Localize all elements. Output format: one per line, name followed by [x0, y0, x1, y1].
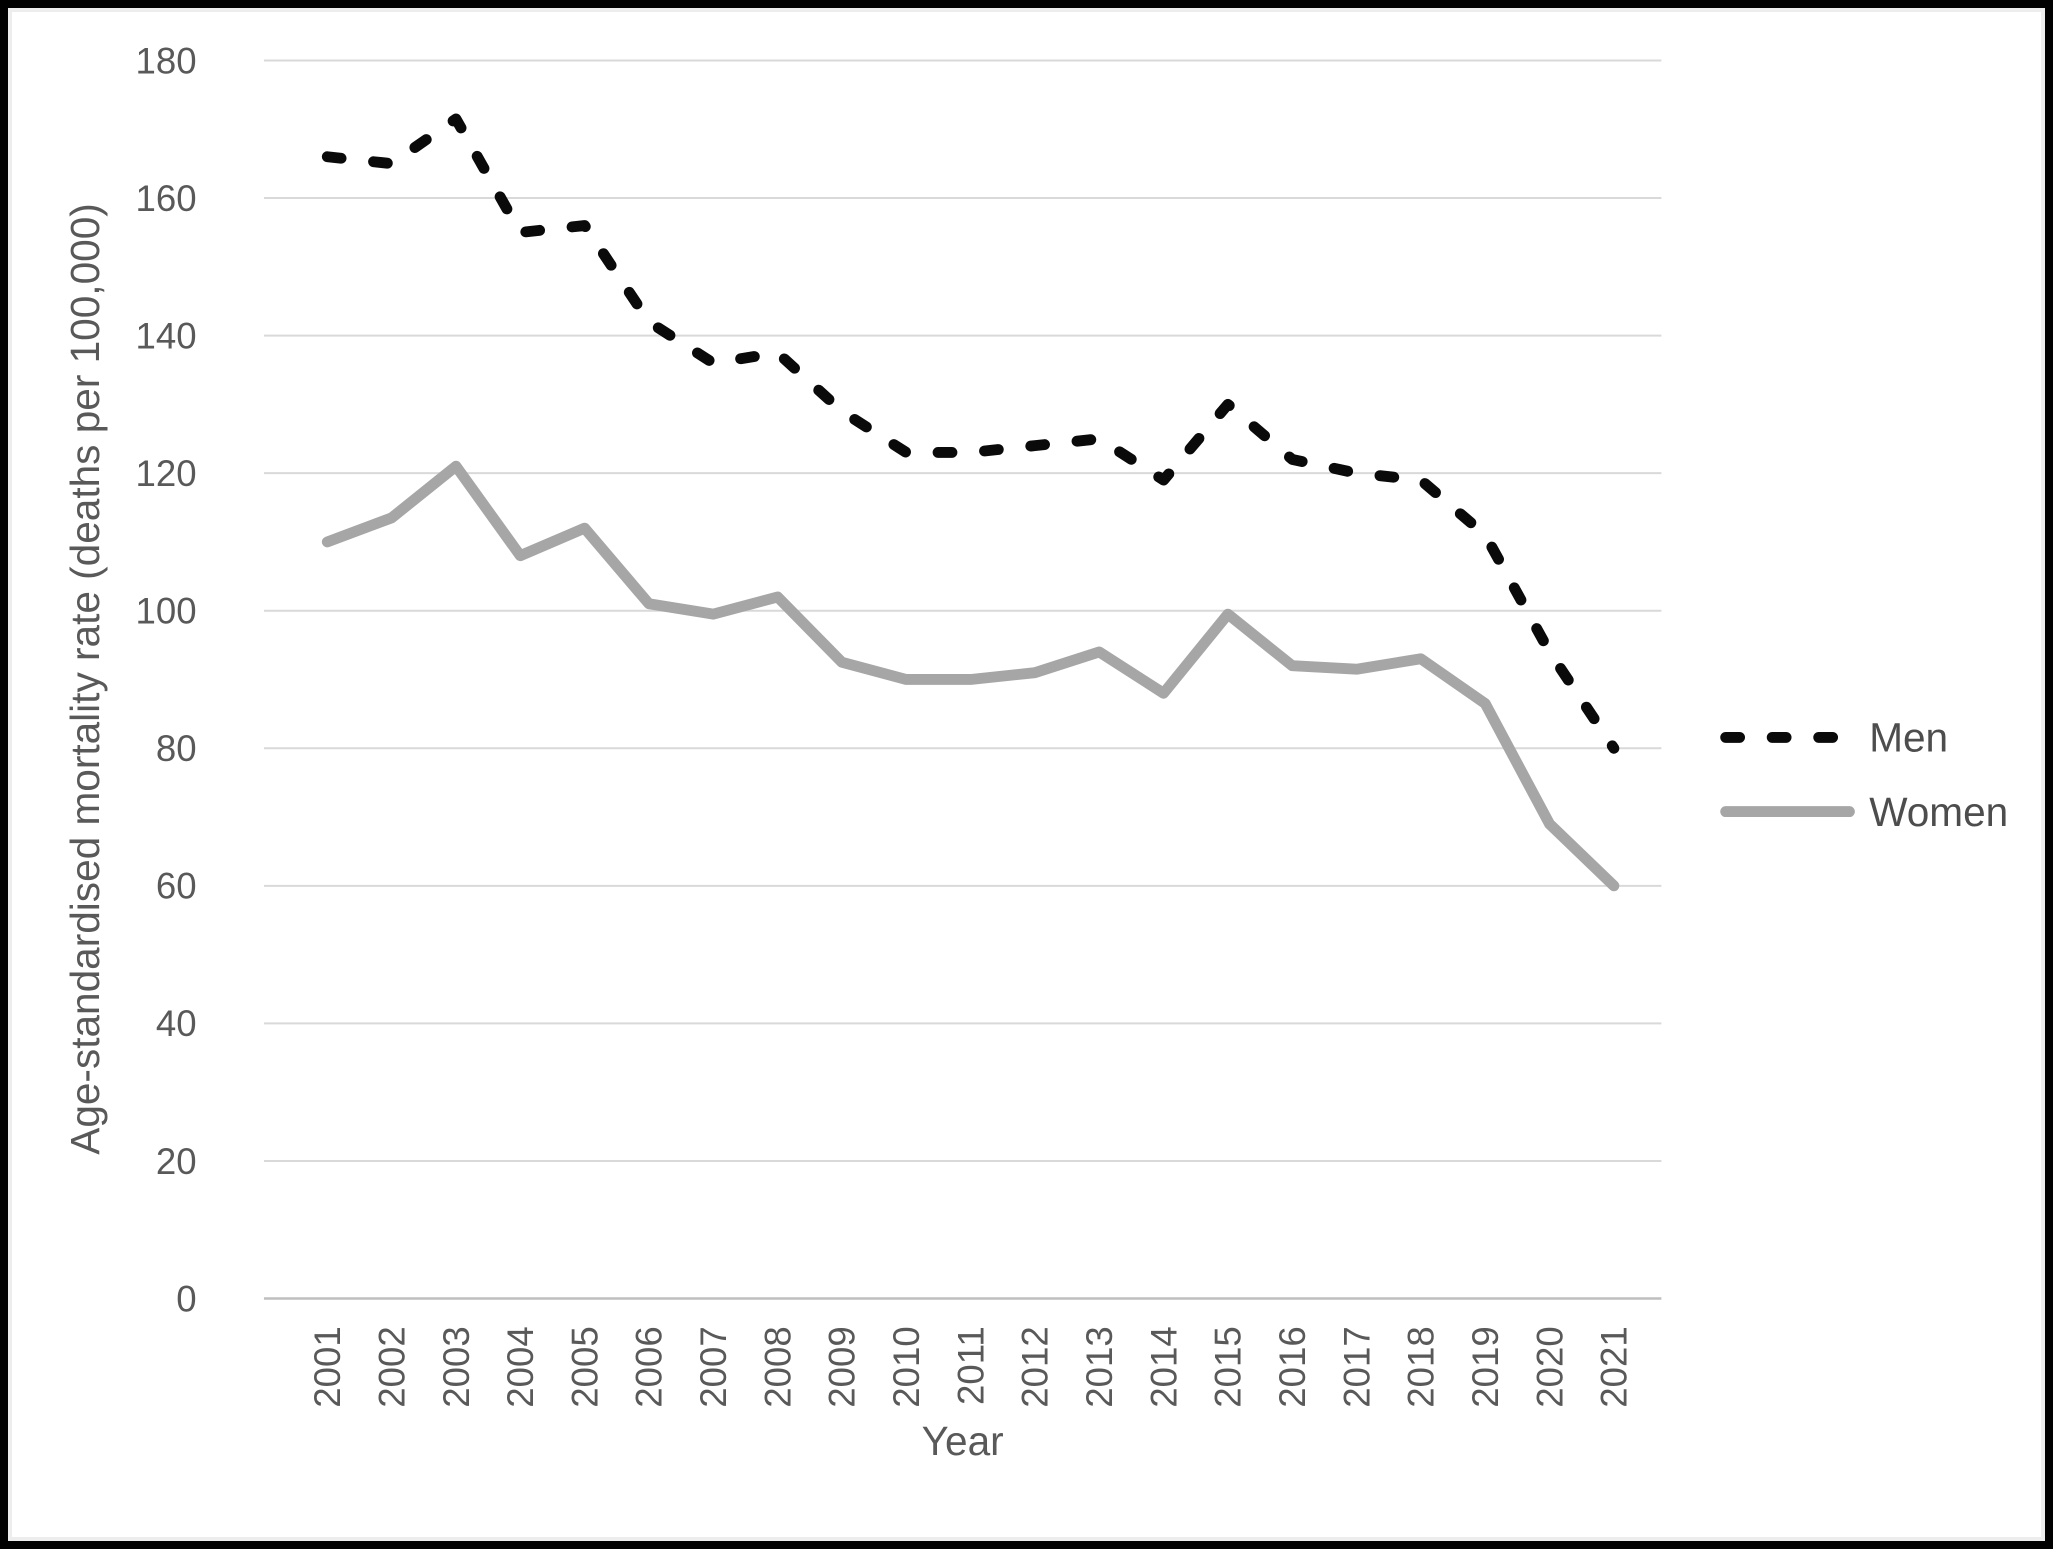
x-tick-label-2010: 2010 [886, 1326, 927, 1407]
line-chart: 0 20 40 60 80 100 120 140 160 180 2001 2002 2003 2004… [62, 40, 2008, 1464]
x-tick-label-2002: 2002 [371, 1326, 412, 1407]
legend: Men Women [1720, 715, 2008, 835]
x-tick-label-2005: 2005 [564, 1326, 605, 1407]
x-tick-label-2020: 2020 [1529, 1326, 1570, 1407]
x-tick-label-2003: 2003 [436, 1326, 477, 1407]
x-tick-label-2008: 2008 [757, 1326, 798, 1407]
series-line-men [321, 113, 1620, 754]
y-tick-label-40: 40 [156, 1003, 197, 1044]
y-axis-title: Age-standardised mortality rate (deaths … [62, 203, 108, 1154]
x-tick-label-2018: 2018 [1401, 1326, 1442, 1407]
legend-women-label: Women [1869, 789, 2008, 835]
x-tick-label-2009: 2009 [822, 1326, 863, 1407]
x-tick-label-2012: 2012 [1015, 1326, 1056, 1407]
y-tick-label-0: 0 [176, 1278, 196, 1319]
x-tick-label-2021: 2021 [1594, 1326, 1635, 1407]
series-line-women [321, 460, 1620, 892]
gridlines [263, 59, 1662, 1300]
x-axis-title: Year [922, 1418, 1004, 1464]
y-tick-label-100: 100 [136, 591, 197, 632]
x-tick-label-2007: 2007 [693, 1326, 734, 1407]
y-tick-label-80: 80 [156, 728, 197, 769]
x-tick-label-2004: 2004 [500, 1326, 541, 1407]
x-tick-label-2006: 2006 [629, 1326, 670, 1407]
x-tick-label-2013: 2013 [1079, 1326, 1120, 1407]
y-tick-label-60: 60 [156, 866, 197, 907]
y-tick-label-180: 180 [136, 40, 197, 81]
x-tick-label-2017: 2017 [1336, 1326, 1377, 1407]
y-tick-label-160: 160 [136, 178, 197, 219]
y-tick-label-20: 20 [156, 1141, 197, 1182]
legend-men-label: Men [1869, 715, 1948, 761]
x-tick-label-2019: 2019 [1465, 1326, 1506, 1407]
y-tick-label-140: 140 [136, 315, 197, 356]
tick-labels: 0 20 40 60 80 100 120 140 160 180 2001 2002 2003 2004… [136, 40, 1635, 1407]
x-tick-label-2011: 2011 [950, 1326, 991, 1405]
series-lines [321, 113, 1620, 892]
x-tick-label-2001: 2001 [307, 1326, 348, 1407]
x-tick-label-2014: 2014 [1143, 1326, 1184, 1407]
y-tick-label-120: 120 [136, 453, 197, 494]
x-tick-label-2016: 2016 [1272, 1326, 1313, 1407]
x-tick-label-2015: 2015 [1208, 1326, 1249, 1407]
